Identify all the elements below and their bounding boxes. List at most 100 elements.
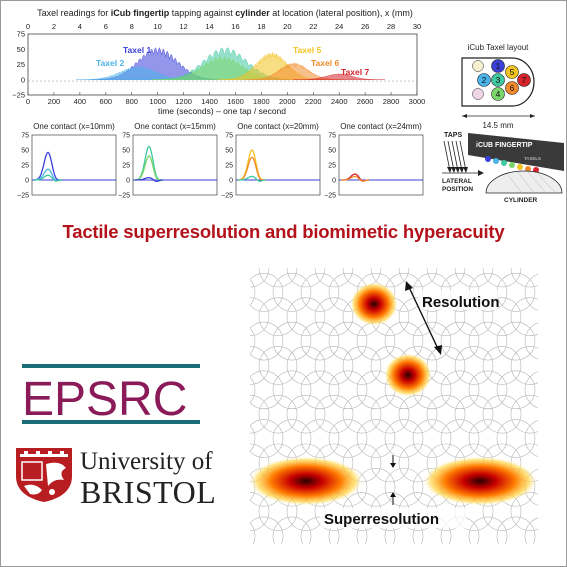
grid-circle — [286, 268, 326, 288]
main-taxel-chart: Taxel readings for iCub fingertip tappin… — [12, 8, 425, 116]
uob-line2: BRISTOL — [80, 474, 217, 510]
grid-circle — [250, 279, 256, 306]
taxel-circle-extra — [472, 88, 484, 100]
grid-circle — [496, 516, 536, 544]
grid-circle — [426, 346, 466, 385]
small-y-tick-label: 50 — [225, 148, 233, 155]
grid-circle — [482, 346, 522, 385]
small-chart-title: One contact (x=20mm) — [237, 122, 319, 131]
resolution-arrow — [407, 284, 440, 352]
y-tick-label: −25 — [12, 91, 25, 100]
taxel-circle-5 — [505, 65, 519, 79]
grid-circle — [250, 376, 256, 404]
grid-circle — [300, 273, 340, 312]
small-chart-frame — [31, 134, 117, 196]
y-tick-label: 25 — [17, 60, 25, 69]
small-chart-3: One contact (x=20mm) 75 50 25 0 −25 — [221, 122, 321, 200]
top-tick-label: 14 — [205, 22, 213, 31]
resolution-arrowhead-top — [405, 281, 413, 291]
headline: Tactile superresolution and biomimetic h… — [62, 221, 505, 242]
small-y-tick-label: 25 — [21, 163, 29, 170]
epsrc-top-bar — [22, 364, 200, 368]
grid-circle — [286, 346, 326, 385]
grid-circle — [398, 268, 438, 288]
epsrc-bottom-bar — [22, 420, 200, 424]
grid-circle — [370, 443, 410, 483]
small-y-tick-label: 50 — [328, 148, 336, 155]
superresolution-label: Superresolution — [324, 511, 439, 528]
small-y-tick-label: 75 — [328, 133, 336, 140]
taxel-circle-6 — [505, 81, 519, 95]
main-y-axis: 75 50 25 0 −25 — [12, 30, 25, 100]
small-chart-title: One contact (x=24mm) — [340, 122, 422, 131]
bottom-tick-label: 1600 — [227, 97, 244, 106]
small-chart-trace — [237, 156, 266, 181]
taxel-number: 7 — [522, 75, 527, 85]
grid-circle — [314, 268, 354, 288]
small-y-tick-label: 25 — [225, 163, 233, 170]
small-y-tick-label: −25 — [118, 193, 130, 200]
grid-circle — [454, 394, 494, 434]
grid-circle — [412, 321, 452, 361]
grid-circle — [300, 419, 340, 458]
small-chart-frame — [132, 134, 218, 196]
series-label-taxel-1: Taxel 1 — [123, 45, 151, 55]
grid-circle — [524, 274, 538, 311]
superres-label-bg — [320, 508, 466, 528]
taxels-label: TAXELS — [524, 156, 541, 161]
top-tick-label: 6 — [104, 22, 108, 31]
grid-circle — [356, 419, 396, 458]
small-y-tick-label: 50 — [122, 148, 130, 155]
grid-circle — [482, 297, 522, 337]
top-tick-label: 12 — [179, 22, 187, 31]
grid-circle — [454, 268, 494, 288]
resolution-spot-1 — [350, 282, 398, 326]
small-chart-trace — [135, 176, 164, 183]
grid-circle — [314, 346, 354, 385]
top-tick-label: 4 — [78, 22, 82, 31]
resolution-label: Resolution — [422, 294, 500, 311]
bottom-tick-label: 2000 — [279, 97, 296, 106]
series-label-taxel-6: Taxel 6 — [311, 58, 339, 68]
grid-circle — [482, 268, 522, 288]
grid-circle — [300, 321, 340, 361]
taxel-number: 4 — [496, 89, 501, 99]
taxel-number: 1 — [496, 61, 501, 71]
series-label-taxel-5: Taxel 5 — [293, 45, 321, 55]
top-tick-label: 24 — [335, 22, 343, 31]
main-series-areas — [75, 47, 386, 80]
small-chart-trace — [34, 151, 62, 181]
small-chart-frame — [235, 134, 321, 196]
grid-circle — [250, 273, 284, 312]
top-tick-label: 0 — [26, 22, 30, 31]
grid-circle — [250, 394, 270, 434]
small-y-tick-label: −25 — [221, 193, 233, 200]
taxel-number: 6 — [510, 83, 515, 93]
bottom-tick-label: 800 — [125, 97, 138, 106]
grid-circle — [272, 273, 312, 312]
main-x-label: time (seconds) – one tap / second — [158, 106, 286, 116]
main-bottom-axis: 0 200 400 600 800 1000 1200 1400 1600 1800 2000 220… — [26, 92, 425, 106]
uob-crest-icon — [16, 448, 72, 502]
taxel-number: 3 — [496, 75, 501, 85]
grid-circle — [496, 419, 536, 458]
series-area-taxel-7 — [293, 73, 386, 80]
small-y-tick-label: 50 — [21, 148, 29, 155]
taps-label: TAPS — [444, 132, 462, 139]
grid-circle — [440, 321, 480, 361]
grid-circle — [342, 346, 382, 385]
small-chart-4: One contact (x=24mm) 75 50 25 0 −25 — [324, 122, 424, 200]
grid-circle — [250, 297, 270, 337]
top-tick-label: 2 — [52, 22, 56, 31]
grid-circle — [250, 516, 284, 544]
grid-circle — [510, 297, 538, 337]
grid-circle — [356, 467, 396, 507]
grid-circle — [328, 321, 368, 361]
grid-circle — [314, 297, 354, 337]
taxel-circle-4 — [491, 87, 505, 101]
main-top-axis: 0 2 4 6 8 10 12 14 16 18 20 22 24 26 28 30 — [26, 22, 421, 31]
width-arrow-right — [530, 114, 535, 118]
small-y-tick-label: −25 — [17, 193, 29, 200]
small-y-tick-label: 0 — [332, 178, 336, 185]
grid-circle — [356, 321, 396, 361]
